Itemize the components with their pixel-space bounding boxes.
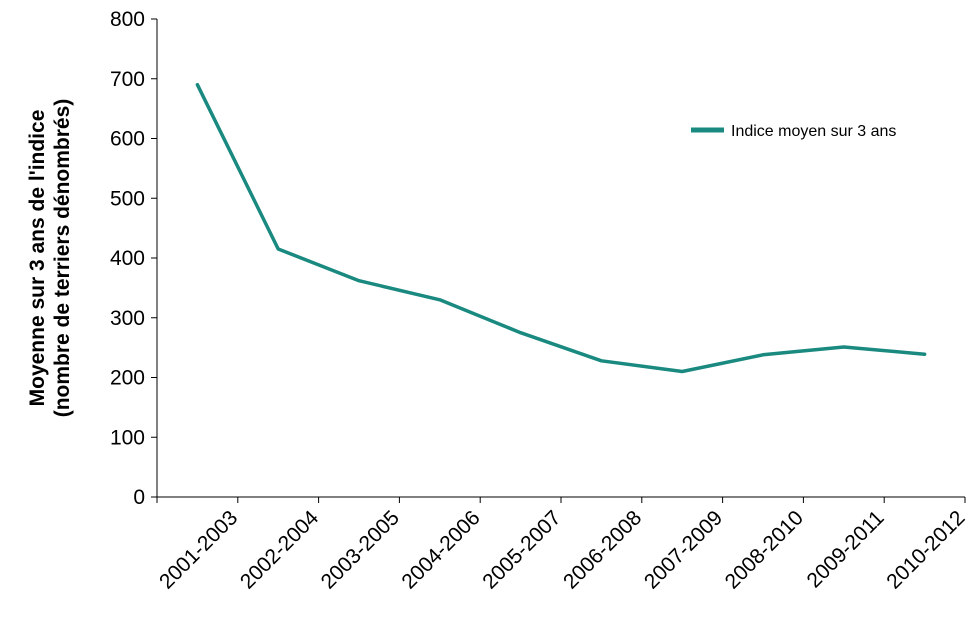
x-tick-label: 2009-2011 (803, 506, 889, 592)
x-tick-label: 2006-2008 (559, 506, 646, 593)
y-tick-label: 800 (110, 8, 145, 31)
y-tick-label: 400 (110, 247, 145, 270)
data-point (761, 353, 765, 357)
x-tick-label: 2010-2012 (882, 506, 969, 593)
y-tick-label: 600 (110, 128, 145, 151)
legend-label: Indice moyen sur 3 ans (731, 123, 896, 140)
data-point (195, 83, 199, 87)
x-ticks: 2001-20032002-20042003-20052004-20062005… (155, 497, 970, 594)
data-point (438, 298, 442, 302)
series-layer (195, 82, 927, 374)
data-point (357, 279, 361, 283)
x-tick-label: 2002-2004 (236, 506, 324, 594)
y-tick-label: 0 (133, 486, 145, 509)
series-line (195, 82, 927, 374)
y-tick-label: 100 (110, 426, 145, 449)
x-tick-label: 2001-2003 (155, 506, 242, 593)
x-tick-label: 2003-2005 (317, 506, 404, 593)
y-axis-title: Moyenne sur 3 ans de l'indice (nombre de… (26, 99, 74, 418)
y-ticks: 0 100 200 300 400 500 600 700 800 (110, 8, 157, 509)
y-axis-title-line1: Moyenne sur 3 ans de l'indice (26, 110, 49, 407)
y-axis-title-line2: (nombre de terriers dénombrés) (51, 99, 74, 418)
data-point (519, 331, 523, 335)
data-point (680, 370, 684, 374)
data-point (276, 247, 280, 251)
y-tick-label: 500 (110, 187, 145, 210)
data-point (599, 359, 603, 363)
legend: Indice moyen sur 3 ans (691, 123, 896, 140)
y-tick-label: 700 (110, 68, 145, 91)
data-point (923, 352, 927, 356)
y-tick-label: 300 (110, 307, 145, 330)
x-tick-label: 2005-2007 (478, 506, 565, 593)
x-tick-label: 2007-2009 (640, 506, 727, 593)
data-point (842, 345, 846, 349)
x-tick-label: 2008-2010 (721, 506, 808, 593)
x-tick-label: 2004-2006 (397, 506, 484, 593)
y-tick-label: 200 (110, 367, 145, 390)
